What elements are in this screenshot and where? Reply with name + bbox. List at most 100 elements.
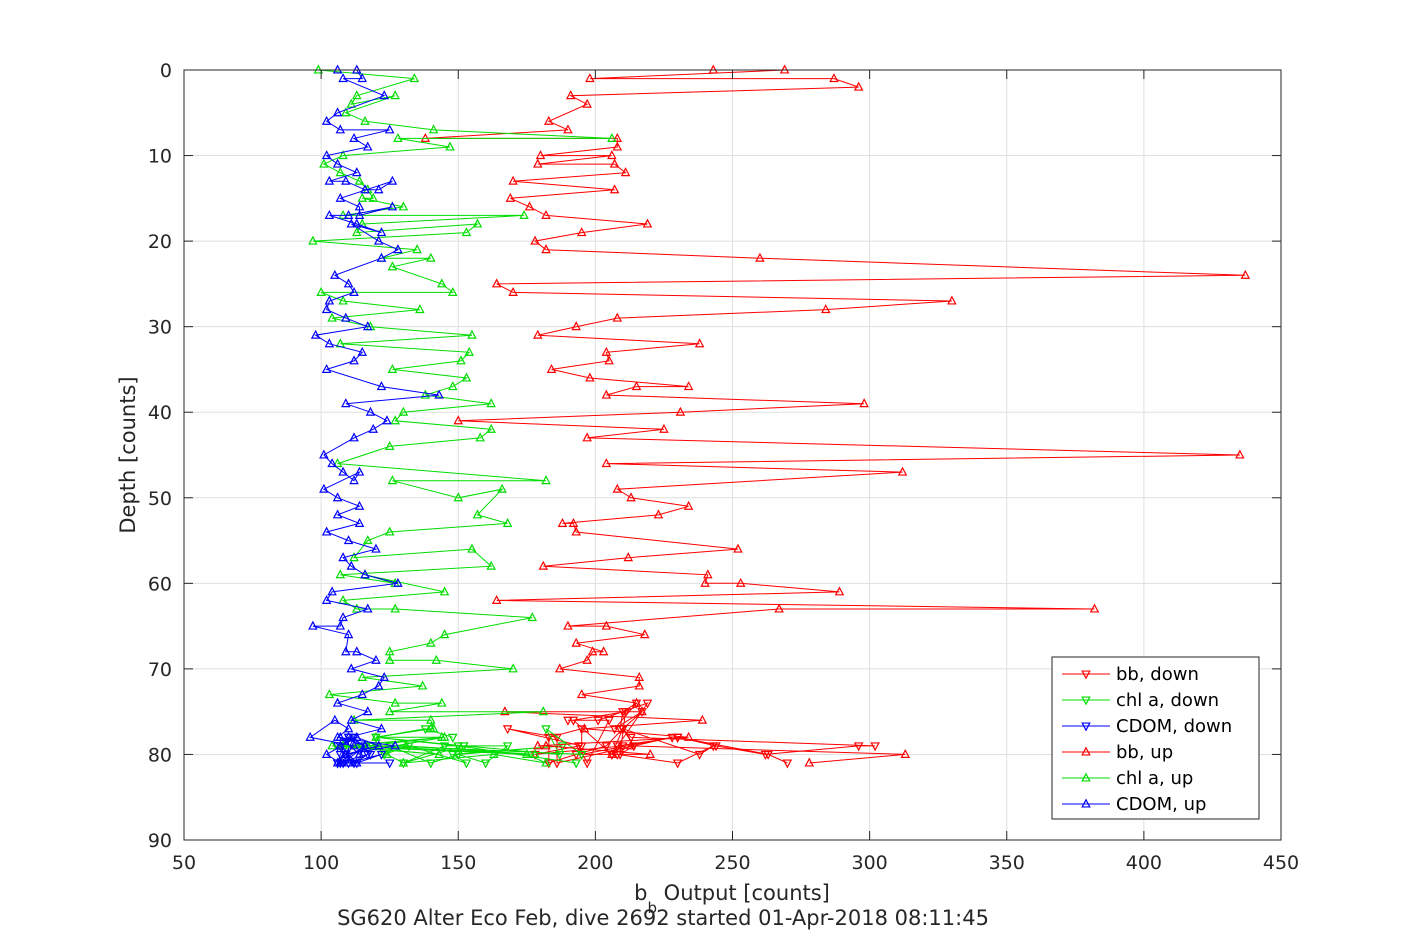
data-point: [398, 757, 409, 767]
data-point: [708, 64, 719, 74]
data-point: [612, 483, 623, 493]
data-point: [609, 158, 620, 168]
legend-marker: [1081, 696, 1091, 706]
data-point: [357, 346, 368, 356]
x-tick-label: 450: [1263, 852, 1299, 874]
data-point: [461, 227, 472, 237]
series-line: [425, 69, 1246, 764]
data-point: [362, 535, 373, 545]
data-point: [352, 227, 362, 237]
data-point: [683, 381, 694, 391]
data-point: [341, 107, 351, 117]
data-point: [387, 175, 398, 185]
data-point: [390, 697, 400, 707]
data-point: [335, 167, 346, 177]
data-point: [626, 733, 636, 743]
data-point: [653, 509, 664, 519]
data-point: [357, 671, 368, 681]
data-point: [467, 543, 477, 553]
data-point: [426, 252, 436, 262]
data-point: [530, 748, 540, 758]
data-point: [343, 723, 354, 733]
data-point: [480, 759, 491, 769]
data-point: [711, 742, 721, 752]
x-tick-label: 200: [577, 852, 613, 874]
data-point: [382, 415, 392, 425]
data-point: [341, 398, 351, 408]
data-point: [439, 629, 450, 639]
data-point: [601, 389, 612, 399]
data-point: [533, 740, 543, 750]
data-point: [659, 423, 669, 433]
data-point: [582, 432, 592, 442]
x-axis-label-rest: Output [counts]: [657, 881, 830, 905]
data-point: [779, 64, 790, 74]
data-point: [352, 64, 362, 74]
data-point: [332, 458, 343, 468]
data-point: [321, 304, 332, 314]
data-point: [357, 689, 368, 699]
data-point: [354, 748, 365, 758]
data-point: [354, 517, 365, 527]
data-point: [349, 552, 359, 562]
data-point: [390, 740, 400, 750]
data-point: [620, 708, 631, 718]
data-point: [439, 731, 450, 741]
data-point: [352, 167, 362, 177]
data-point: [352, 731, 362, 741]
data-point: [563, 620, 573, 630]
data-point: [319, 483, 329, 493]
data-point: [332, 64, 343, 74]
data-point: [491, 594, 502, 604]
data-point: [393, 132, 403, 142]
data-point: [675, 406, 686, 416]
data-point: [310, 329, 321, 339]
data-point: [362, 706, 373, 716]
data-point: [607, 150, 617, 160]
data-point: [343, 209, 354, 219]
data-point: [601, 346, 612, 356]
data-point: [371, 731, 381, 741]
legend-marker: [1081, 746, 1091, 756]
data-point: [604, 355, 614, 365]
data-point: [694, 338, 705, 348]
data-point: [439, 742, 450, 752]
data-point: [672, 759, 683, 769]
data-point: [338, 73, 348, 83]
data-point: [346, 218, 357, 228]
data-point: [437, 697, 447, 707]
data-point: [371, 654, 381, 664]
x-tick-label: 300: [851, 852, 887, 874]
data-point: [834, 586, 845, 596]
data-point: [870, 742, 880, 752]
data-point: [582, 98, 592, 108]
data-point: [694, 750, 705, 760]
data-point: [859, 398, 869, 408]
data-point: [571, 637, 581, 647]
data-point: [1235, 449, 1245, 459]
data-point: [362, 603, 373, 613]
data-point: [327, 740, 337, 750]
data-point: [434, 748, 444, 758]
data-point: [387, 261, 398, 271]
data-point: [387, 475, 398, 485]
data-point: [332, 731, 343, 741]
data-point: [346, 98, 357, 108]
data-point: [900, 748, 911, 758]
data-point: [352, 90, 362, 100]
y-tick-label: 20: [148, 231, 172, 253]
data-point: [321, 594, 332, 604]
data-point: [645, 748, 656, 758]
data-point: [782, 759, 793, 769]
data-point: [541, 244, 551, 254]
data-point: [502, 517, 513, 527]
data-point: [486, 560, 496, 570]
data-point: [382, 748, 392, 758]
data-point: [316, 286, 326, 296]
data-point: [612, 742, 623, 752]
y-tick-label: 50: [148, 488, 172, 510]
data-point: [368, 192, 379, 202]
data-point: [387, 201, 398, 211]
data-point: [420, 132, 431, 142]
data-point: [522, 748, 532, 758]
